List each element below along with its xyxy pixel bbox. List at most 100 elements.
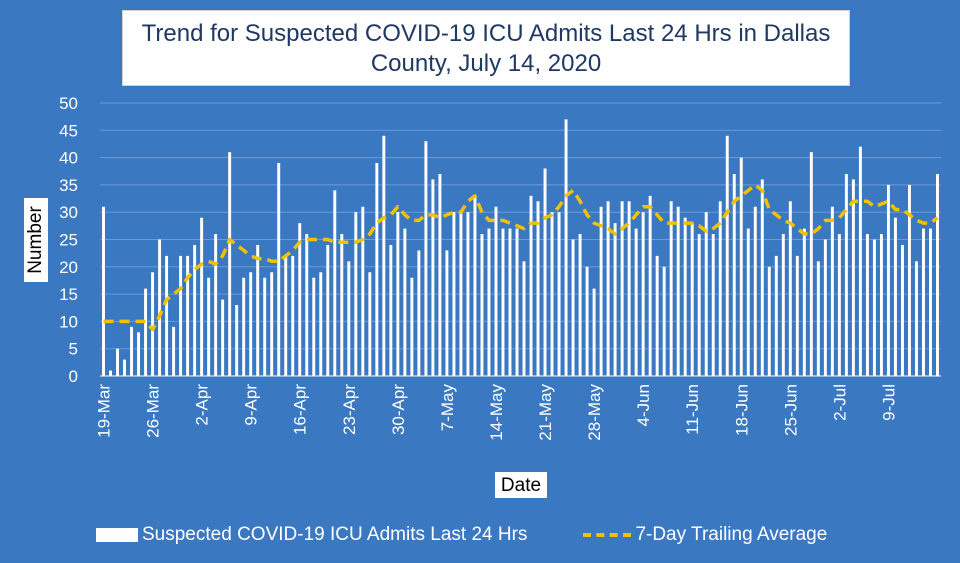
bar	[732, 173, 736, 376]
bar	[753, 206, 757, 376]
bar	[228, 152, 232, 376]
bar	[529, 195, 533, 376]
bar	[200, 217, 204, 376]
bar	[298, 223, 302, 376]
bar	[438, 173, 442, 376]
y-tick-label: 25	[59, 231, 78, 250]
x-tick-label: 26-Mar	[144, 384, 163, 438]
bar	[256, 244, 260, 376]
bar	[886, 184, 890, 376]
bar	[305, 234, 309, 376]
x-axis-label: Date	[500, 475, 542, 496]
bar	[417, 250, 421, 376]
chart-title-line-2: County, July 14, 2020	[370, 50, 602, 77]
y-axis-label-box	[24, 198, 48, 282]
bar	[613, 223, 617, 376]
y-tick-label: 50	[59, 94, 78, 113]
bar	[578, 234, 582, 376]
bar	[648, 195, 652, 376]
y-tick-label: 0	[69, 367, 78, 386]
bar	[557, 212, 561, 376]
bar	[508, 228, 512, 376]
chart-title: Trend for Suspected COVID-19 ICU Admits …	[123, 19, 849, 79]
y-tick-label: 10	[59, 312, 78, 331]
bar	[368, 272, 372, 376]
bar	[929, 228, 932, 376]
bar	[809, 152, 813, 376]
bar	[137, 332, 141, 376]
x-tick-label: 23-Apr	[340, 384, 359, 435]
y-tick-label: 40	[59, 149, 78, 168]
bar	[277, 163, 281, 376]
x-tick-label: 7-May	[438, 384, 457, 432]
x-tick-label: 9-Jul	[879, 384, 898, 421]
x-tick-label: 14-May	[487, 384, 506, 441]
x-tick-label: 19-Mar	[95, 384, 114, 438]
bar	[235, 305, 239, 376]
bar	[879, 234, 883, 376]
bar	[312, 277, 316, 376]
bar	[858, 146, 862, 376]
bar	[914, 261, 918, 376]
bar	[382, 135, 386, 376]
bar	[837, 234, 841, 376]
bar	[550, 212, 554, 376]
bar	[774, 255, 778, 376]
chart-legend: Suspected COVID-19 ICU Admits Last 24 Hr…	[96, 524, 827, 546]
x-tick-label: 30-Apr	[389, 384, 408, 435]
bar	[893, 217, 897, 376]
bar	[760, 179, 764, 376]
bar	[872, 239, 876, 376]
y-axis-label: Number	[25, 206, 46, 274]
bar	[830, 206, 834, 376]
bar	[669, 201, 673, 376]
bar	[193, 244, 197, 376]
bar	[711, 234, 715, 376]
bar	[445, 250, 449, 376]
bar	[396, 212, 400, 376]
bar	[522, 261, 526, 376]
bar	[627, 201, 631, 376]
bar	[690, 223, 694, 376]
bar	[291, 255, 295, 376]
bar	[501, 228, 505, 376]
bar	[718, 201, 722, 376]
bar	[326, 244, 330, 376]
bar	[144, 288, 148, 376]
bar	[655, 255, 659, 376]
x-tick-label: 4-Jun	[634, 384, 653, 427]
bar	[767, 266, 771, 376]
y-tick-label: 5	[69, 340, 78, 359]
bar	[333, 190, 337, 376]
bar	[410, 277, 414, 376]
x-tick-label: 9-Apr	[242, 384, 261, 426]
bar	[102, 206, 105, 376]
bar	[606, 201, 610, 376]
bar	[907, 184, 911, 376]
bar	[795, 255, 799, 376]
bar	[865, 234, 869, 376]
bar	[536, 201, 540, 376]
chart-title-line-1: Trend for Suspected COVID-19 ICU Admits …	[141, 20, 831, 47]
bar	[116, 348, 119, 376]
bar	[354, 212, 358, 376]
bar	[347, 261, 351, 376]
legend-line-label: 7-Day Trailing Average	[635, 524, 828, 545]
bar	[739, 157, 743, 376]
x-tick-label: 2-Apr	[193, 384, 212, 426]
bar	[319, 272, 323, 376]
bar	[641, 212, 645, 376]
bar	[172, 326, 176, 376]
chart-title-box: Trend for Suspected COVID-19 ICU Admits …	[122, 10, 850, 86]
y-tick-label: 30	[59, 203, 78, 222]
y-tick-label: 45	[59, 121, 78, 140]
y-tick-label: 35	[59, 176, 78, 195]
bar	[431, 179, 435, 376]
bar	[375, 163, 379, 376]
x-tick-label: 21-May	[536, 384, 555, 441]
bar	[130, 326, 134, 376]
legend-bar-label: Suspected COVID-19 ICU Admits Last 24 Hr…	[142, 524, 528, 545]
bar	[676, 206, 680, 376]
bar	[452, 212, 456, 376]
bar	[389, 244, 393, 376]
